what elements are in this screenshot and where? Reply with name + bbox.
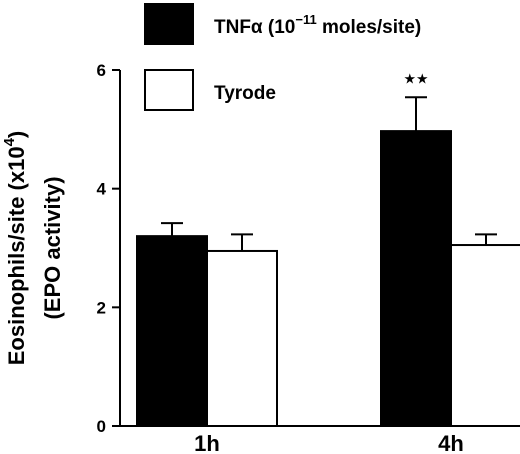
x-tick-label: 1h	[194, 431, 220, 454]
y-tick-label: 0	[97, 417, 106, 436]
legend: TNFα (10−11 moles/site) Tyrode	[144, 3, 421, 111]
bar-tyrode-1h	[206, 249, 278, 427]
y-tick-label: 4	[97, 180, 107, 199]
bars: ★★	[136, 71, 520, 427]
bar-tnf-4h	[380, 130, 452, 427]
y-ticks: 0 2 4 6	[97, 61, 120, 436]
significance-marker: ★★	[403, 71, 428, 87]
y-axis-title-line2: (EPO activity)	[40, 176, 65, 319]
y-axis-title: Eosinophils/site (x104) (EPO activity)	[1, 131, 65, 366]
bar-tnf-1h	[136, 235, 208, 427]
x-tick-label: 4h	[438, 431, 464, 454]
legend-label-tyrode: Tyrode	[214, 83, 276, 104]
legend-swatch-tnf	[144, 3, 194, 45]
x-tick-labels: 1h 4h	[194, 431, 464, 454]
y-tick-label: 6	[97, 61, 106, 80]
y-axis-title-line1: Eosinophils/site (x104)	[1, 131, 29, 366]
bar-tyrode-4h	[450, 244, 520, 427]
y-tick-label: 2	[97, 298, 106, 317]
legend-label-tnf: TNFα (10−11 moles/site)	[214, 12, 421, 38]
legend-swatch-tyrode	[144, 69, 194, 111]
